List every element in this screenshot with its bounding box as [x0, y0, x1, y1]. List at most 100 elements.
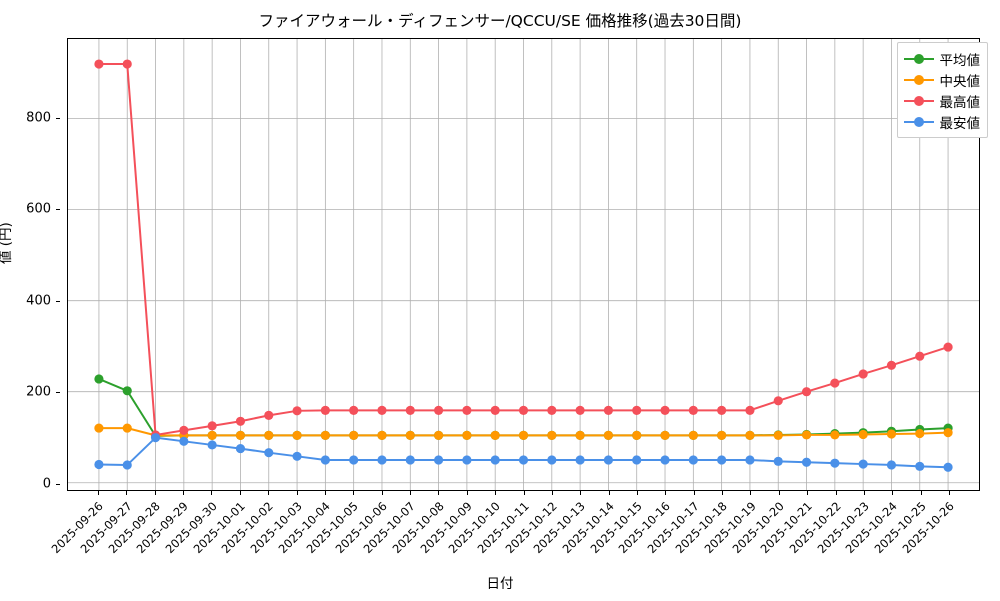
y-tick-label: 800 — [26, 110, 51, 126]
data-point-marker — [660, 405, 670, 415]
data-point-marker — [773, 396, 783, 406]
data-point-marker — [547, 405, 557, 415]
x-tick-mark — [438, 491, 440, 495]
x-tick-mark — [324, 491, 326, 495]
x-tick-mark — [466, 491, 468, 495]
data-point-marker — [518, 405, 529, 415]
y-tick-mark — [56, 209, 60, 211]
x-tick-mark — [892, 491, 894, 495]
data-point-marker — [801, 430, 812, 440]
x-tick-mark — [608, 491, 610, 495]
data-point-marker — [603, 430, 614, 440]
data-point-marker — [717, 430, 727, 440]
data-point-marker — [575, 430, 585, 440]
x-tick-mark — [551, 491, 553, 495]
data-point-marker — [773, 456, 783, 466]
x-tick-mark — [410, 491, 412, 495]
data-point-marker — [122, 423, 132, 433]
data-point-marker — [264, 410, 274, 420]
data-point-marker — [830, 458, 840, 468]
data-point-marker — [688, 455, 698, 465]
data-point-marker — [122, 460, 132, 470]
data-point-marker — [264, 430, 274, 440]
legend-item[interactable]: 最安値 — [903, 111, 980, 132]
data-point-marker — [490, 455, 500, 465]
data-point-marker — [433, 430, 444, 440]
data-series-layer — [94, 59, 953, 472]
legend-item[interactable]: 中央値 — [903, 69, 981, 90]
data-point-marker — [179, 425, 189, 435]
data-point-marker — [745, 430, 755, 440]
data-point-marker — [886, 360, 897, 370]
data-point-marker — [94, 374, 104, 384]
data-point-marker — [292, 451, 302, 461]
x-tick-mark — [863, 491, 865, 495]
x-tick-mark — [693, 491, 695, 495]
y-tick-label: 400 — [26, 293, 51, 309]
data-point-marker — [518, 430, 529, 440]
legend-label: 中央値 — [939, 73, 981, 90]
data-point-marker — [349, 405, 359, 415]
data-point-marker — [207, 440, 217, 450]
data-point-marker — [150, 433, 161, 443]
legend-item[interactable]: 最高値 — [903, 90, 981, 111]
data-point-marker — [745, 455, 755, 465]
x-tick-mark — [807, 491, 809, 495]
x-tick-mark — [750, 491, 752, 495]
y-tick-mark — [56, 300, 60, 302]
x-tick-mark — [296, 491, 298, 495]
data-point-marker — [349, 455, 359, 465]
data-point-marker — [603, 455, 614, 465]
data-point-marker — [603, 405, 614, 415]
y-axis-ticks: 0 200 400 600 800 — [0, 38, 60, 491]
data-point-marker — [264, 448, 274, 458]
legend-item[interactable]: 平均値 — [903, 48, 980, 69]
data-point-marker — [717, 405, 727, 415]
data-point-marker — [915, 461, 925, 471]
y-tick-label: 600 — [26, 201, 51, 217]
x-tick-mark — [126, 491, 128, 495]
x-axis-ticks: 2025-09-26 2025-09-27 2025-09-28 2025-09-29… — [49, 491, 980, 601]
series-line — [97, 63, 950, 436]
data-point-marker — [235, 416, 246, 426]
data-point-marker — [943, 428, 953, 438]
data-point-marker — [292, 430, 302, 440]
x-tick-mark — [778, 491, 780, 495]
data-point-marker — [490, 405, 500, 415]
x-tick-mark — [154, 491, 156, 495]
data-point-marker — [943, 342, 953, 352]
data-point-marker — [886, 429, 897, 439]
data-point-marker — [717, 455, 727, 465]
data-point-marker — [320, 405, 330, 415]
data-point-marker — [801, 457, 812, 467]
data-point-marker — [547, 455, 557, 465]
data-point-marker — [886, 460, 897, 470]
data-point-marker — [377, 455, 387, 465]
data-point-marker — [688, 405, 698, 415]
data-point-marker — [320, 430, 330, 440]
data-point-marker — [632, 430, 642, 440]
data-point-marker — [801, 387, 812, 397]
data-point-marker — [660, 455, 670, 465]
data-point-marker — [915, 428, 925, 439]
data-point-marker — [660, 430, 670, 440]
y-tick-label: 0 — [42, 476, 51, 492]
x-tick-mark — [98, 491, 99, 495]
data-point-marker — [405, 455, 415, 465]
data-point-marker — [462, 430, 472, 440]
data-point-marker — [632, 405, 642, 415]
x-tick-mark — [239, 491, 241, 495]
x-tick-mark — [636, 491, 638, 495]
data-point-marker — [433, 405, 444, 415]
x-tick-mark — [183, 491, 185, 495]
y-tick-mark — [56, 117, 60, 119]
data-point-marker — [858, 429, 868, 440]
data-point-marker — [405, 405, 415, 415]
data-point-marker — [688, 430, 698, 440]
data-point-marker — [943, 462, 953, 472]
y-tick-mark — [56, 392, 60, 394]
x-tick-mark — [268, 491, 270, 495]
data-point-marker — [122, 386, 132, 396]
data-point-marker — [858, 369, 868, 379]
legend-label: 最高値 — [939, 94, 981, 111]
